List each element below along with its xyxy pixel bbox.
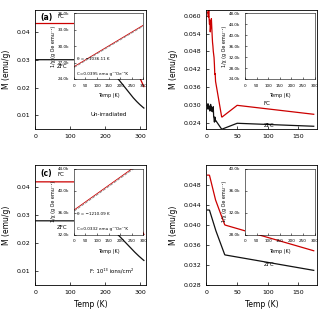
Text: ZFC: ZFC (264, 123, 274, 128)
Text: (a): (a) (41, 13, 53, 22)
Text: FC: FC (57, 14, 64, 19)
Text: ZFC: ZFC (57, 225, 68, 230)
Text: (b): (b) (295, 13, 308, 22)
Text: FC: FC (264, 101, 271, 106)
Y-axis label: M (emu/g): M (emu/g) (2, 205, 11, 245)
Text: ZFC: ZFC (57, 64, 68, 69)
Y-axis label: M (emu/g): M (emu/g) (169, 50, 178, 89)
Text: (d): (d) (295, 169, 308, 178)
Y-axis label: M (emu/g): M (emu/g) (169, 205, 178, 245)
Text: (c): (c) (41, 169, 52, 178)
Text: FC: FC (57, 172, 64, 177)
Text: Un-irradiated: Un-irradiated (91, 112, 127, 117)
Text: F: 10¹³ ions/cm²: F: 10¹³ ions/cm² (91, 268, 134, 273)
Text: ZFC: ZFC (264, 262, 274, 267)
Y-axis label: M (emu/g): M (emu/g) (2, 50, 11, 89)
Text: FC: FC (264, 226, 271, 231)
X-axis label: Temp (K): Temp (K) (74, 300, 107, 309)
X-axis label: Temp (K): Temp (K) (245, 300, 278, 309)
